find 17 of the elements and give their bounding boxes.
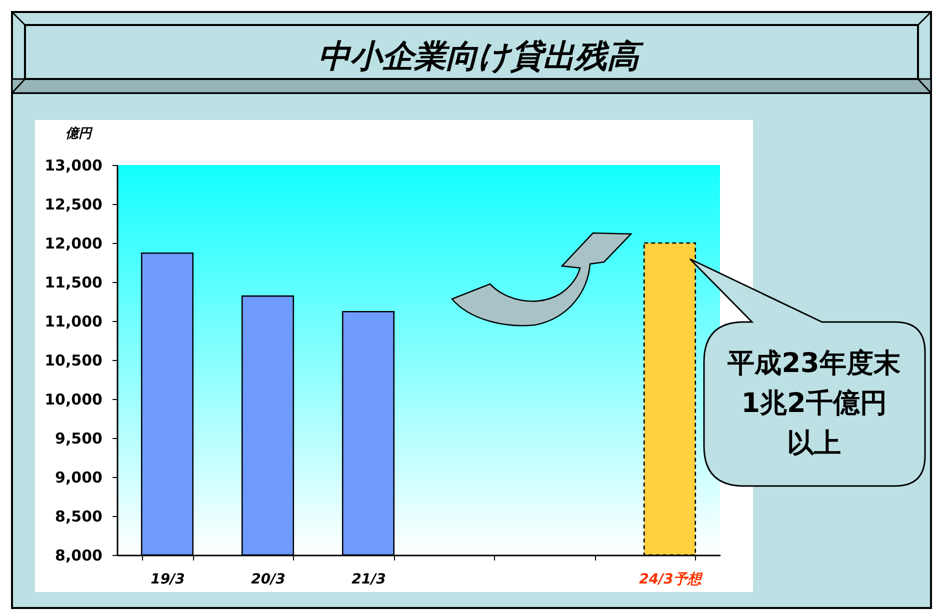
y-tick-label: 13,000 [44, 156, 102, 174]
y-tick-label: 10,500 [44, 352, 102, 370]
x-tick-label: 21/3 [352, 572, 386, 588]
y-axis-title: 億円 [66, 126, 94, 142]
y-tick-label: 12,500 [44, 196, 102, 214]
x-tick-label: 20/3 [251, 572, 286, 588]
y-tick-label: 11,500 [44, 274, 102, 292]
x-tick-label: 19/3 [150, 572, 185, 588]
y-tick-label: 9,000 [55, 468, 102, 486]
y-tick-label: 12,000 [44, 234, 102, 252]
y-tick-label: 8,500 [55, 508, 102, 526]
x-tick-label: 24/3予想 [639, 572, 704, 588]
y-tick-label: 10,000 [44, 390, 102, 408]
y-tick-label: 9,500 [55, 430, 102, 448]
y-tick-label: 8,000 [55, 546, 102, 564]
y-tick-label: 11,000 [44, 312, 102, 330]
text: 平成23年度末1兆2千億円以上 [726, 348, 900, 459]
